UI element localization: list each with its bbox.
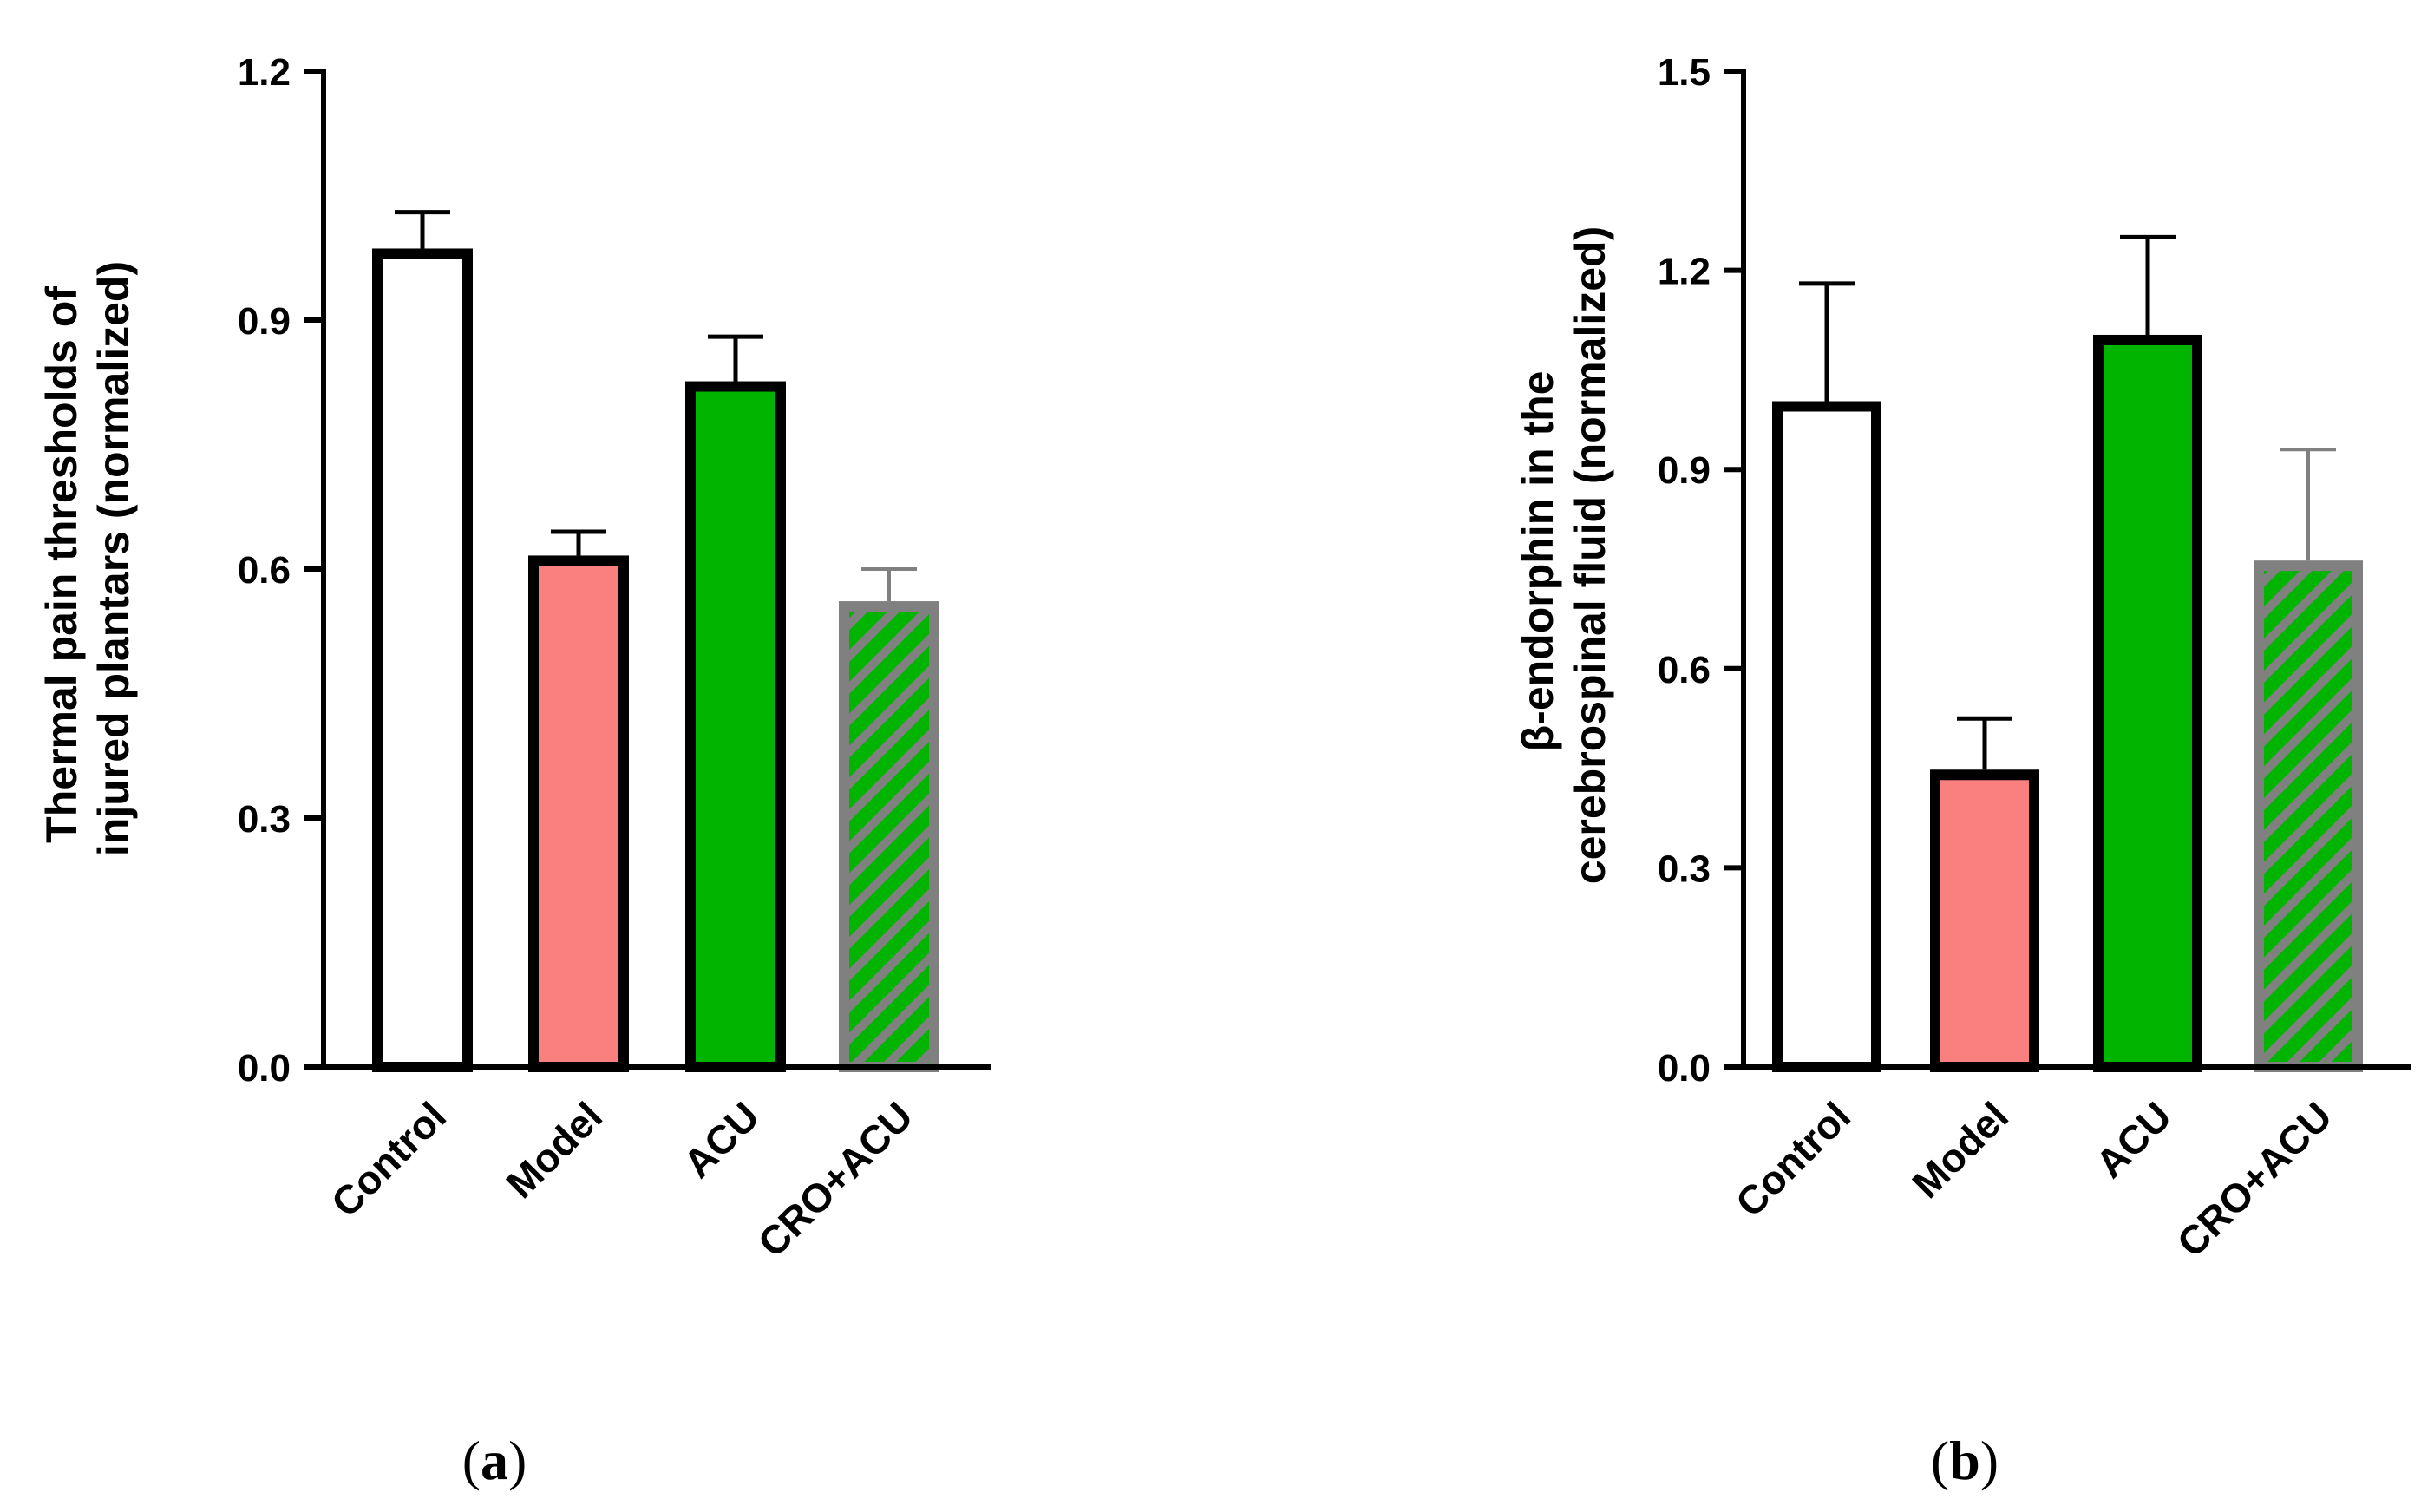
panel-label-a: (a) — [462, 1430, 527, 1491]
y-tick-label-b: 0.9 — [1658, 449, 1711, 492]
bar-a-control — [372, 248, 473, 1072]
category-label-b: Model — [1903, 1093, 2017, 1207]
category-label-a: ACU — [675, 1093, 768, 1186]
y-tick-label-a: 0.9 — [238, 300, 291, 343]
panel-label-a-letter: a — [481, 1430, 508, 1491]
y-axis-label-a-line1: Thermal pain thresholds of — [37, 286, 86, 843]
bars-b — [1772, 334, 2363, 1073]
y-axis-ticks-b: 0.0 0.3 0.6 0.9 1.2 1.5 — [1658, 51, 1744, 1090]
bar-b-control — [1772, 401, 1881, 1072]
bar-a-model — [528, 555, 629, 1072]
panel-label-b-letter: b — [1949, 1430, 1980, 1491]
chart-b: 0.0 0.3 0.6 0.9 1.2 1.5 Control Model ACUCRO+AC… — [1514, 51, 2411, 1491]
category-label-b: Control — [1727, 1093, 1859, 1225]
y-axis-ticks-a: 0.0 0.3 0.6 0.9 1.2 — [238, 51, 324, 1090]
category-label-b: ACU — [2087, 1093, 2180, 1186]
bar-a-cro-acu — [839, 601, 939, 1072]
bar-a-acu — [685, 381, 786, 1072]
bar-b-acu — [2093, 334, 2202, 1072]
bar-b-model — [1930, 769, 2039, 1073]
y-tick-label-b: 1.2 — [1658, 251, 1711, 293]
y-axis-label-b-line1: β-endorphin in the — [1514, 371, 1562, 752]
y-axis-label-b: β-endorphin in the cerebrospinal fluid (… — [1514, 226, 1614, 884]
y-axis-label-a: Thermal pain thresholds of injured plant… — [37, 261, 138, 856]
y-tick-label-a: 0.0 — [238, 1047, 291, 1090]
y-tick-label-b: 0.6 — [1658, 649, 1711, 691]
category-label-a: CRO+ACU — [749, 1093, 922, 1266]
error-bars-a — [395, 210, 917, 602]
y-tick-label-b: 0.0 — [1658, 1047, 1711, 1090]
y-axis-label-b-line2: cerebrospinal fluid (normalized) — [1566, 226, 1614, 884]
y-axis-label-a-line2: injured plantars (normalized) — [89, 261, 138, 856]
y-tick-label-b: 0.3 — [1658, 848, 1711, 890]
y-tick-label-a: 1.2 — [238, 51, 291, 94]
category-label-a: Model — [497, 1093, 611, 1207]
y-tick-label-a: 0.6 — [238, 549, 291, 592]
y-tick-label-b: 1.5 — [1658, 51, 1711, 94]
bar-b-cro-acu — [2254, 560, 2363, 1072]
panel-label-b: (b) — [1931, 1430, 1999, 1491]
y-tick-label-a: 0.3 — [238, 798, 291, 841]
bars-a — [372, 248, 939, 1072]
error-bars-b — [1799, 234, 2336, 770]
category-label-a: Control — [323, 1093, 455, 1225]
category-label-b: CRO+ACU — [2169, 1093, 2341, 1266]
